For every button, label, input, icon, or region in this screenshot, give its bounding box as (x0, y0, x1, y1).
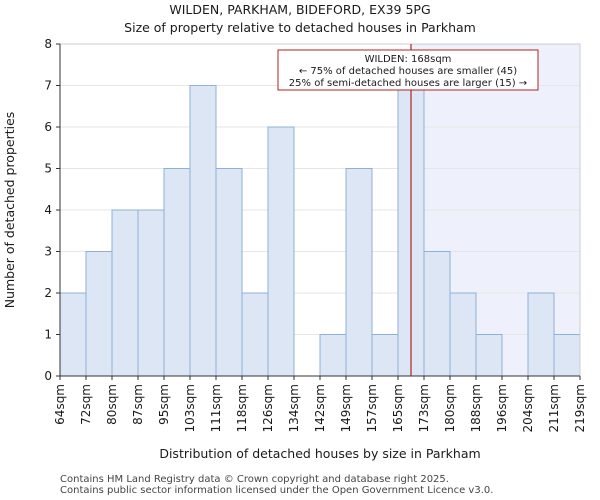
footer-licence: Contains public sector information licen… (60, 485, 494, 496)
bar-211sqm (553, 334, 581, 377)
y-tick-label: 4 (44, 203, 52, 217)
x-tick-label: 219sqm (573, 384, 587, 432)
bar-173sqm (423, 251, 451, 377)
y-tick-label: 7 (44, 79, 52, 93)
y-tick-label: 0 (44, 369, 52, 383)
y-tick-label: 6 (44, 120, 52, 134)
bar-188sqm (475, 334, 503, 377)
annotation-label: WILDEN: 168sqm (365, 54, 452, 65)
x-tick-label: 72sqm (79, 384, 93, 425)
bar-103sqm (189, 85, 217, 377)
x-tick-label: 142sqm (313, 384, 327, 432)
annotation-box (277, 49, 539, 91)
bar-95sqm (163, 168, 191, 377)
annotation-smaller: ← 75% of detached houses are smaller (45… (299, 66, 517, 77)
x-axis-title: Distribution of detached houses by size … (159, 446, 480, 461)
bar-64sqm (59, 292, 87, 377)
bar-204sqm (527, 292, 555, 377)
histogram-chart: 0 1 2 3 4 5 6 7 8 64sqm 72sqm 80sqm 87sqm 95sqm 103sqm… (2, 37, 587, 461)
y-tick-label: 1 (44, 328, 52, 342)
x-tick-label: 165sqm (391, 384, 405, 432)
bar-80sqm (111, 209, 139, 377)
x-tick-label: 173sqm (417, 384, 431, 432)
y-tick-label: 8 (44, 37, 52, 51)
annotation-larger: 25% of semi-detached houses are larger (… (289, 78, 527, 89)
chart-title-address: WILDEN, PARKHAM, BIDEFORD, EX39 5PG (169, 2, 431, 17)
x-tick-label: 180sqm (443, 384, 457, 432)
x-tick-label: 111sqm (209, 384, 223, 432)
x-tick-label: 157sqm (365, 384, 379, 432)
y-tick-label: 5 (44, 162, 52, 176)
x-tick-label: 196sqm (495, 384, 509, 432)
x-tick-label: 211sqm (547, 384, 561, 432)
bar-126sqm (267, 126, 295, 377)
x-tick-label: 126sqm (261, 384, 275, 432)
x-tick-label: 188sqm (469, 384, 483, 432)
bar-118sqm (241, 292, 269, 377)
bar-87sqm (137, 209, 165, 377)
bar-180sqm (449, 292, 477, 377)
x-tick-label: 95sqm (157, 384, 171, 425)
x-tick-label: 80sqm (105, 384, 119, 425)
bar-157sqm (371, 334, 399, 377)
y-tick-label: 3 (44, 245, 52, 259)
bar-111sqm (215, 168, 243, 377)
y-axis-title: Number of detached properties (2, 112, 17, 309)
bar-72sqm (85, 251, 113, 377)
x-tick-label: 134sqm (287, 384, 301, 432)
x-tick-label: 149sqm (339, 384, 353, 432)
chart-title-subtitle: Size of property relative to detached ho… (124, 20, 476, 35)
bar-142sqm (319, 334, 347, 377)
x-tick-label: 103sqm (183, 384, 197, 432)
bar-149sqm (345, 168, 373, 377)
footer-copyright: Contains HM Land Registry data © Crown c… (60, 474, 449, 485)
y-tick-label: 2 (44, 286, 52, 300)
x-tick-label: 64sqm (53, 384, 67, 425)
x-tick-label: 118sqm (235, 384, 249, 432)
x-tick-label: 87sqm (131, 384, 145, 425)
x-tick-label: 204sqm (521, 384, 535, 432)
